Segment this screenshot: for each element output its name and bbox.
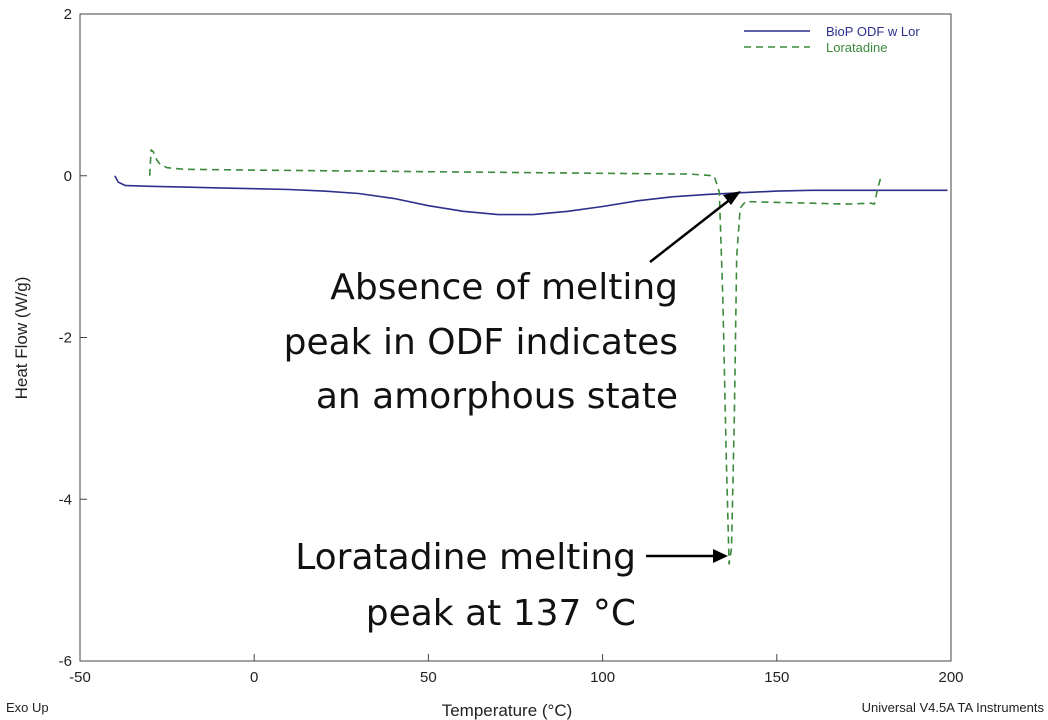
legend: BioP ODF w Lor Loratadine <box>744 24 920 55</box>
y-tick-label: -6 <box>59 653 72 670</box>
annotation-amorphous-line-2: peak in ODF indicates <box>284 322 678 363</box>
annotation-amorphous-arrow <box>649 197 733 263</box>
y-tick-label: 2 <box>64 6 72 23</box>
x-tick-label: 0 <box>250 669 258 686</box>
y-axis-ticks: 2 0 -2 -4 -6 <box>59 6 87 670</box>
footer-instrument: Universal V4.5A TA Instruments <box>862 700 1045 715</box>
annotation-melting: Loratadine melting peak at 137 °C <box>295 537 728 634</box>
x-tick-label: -50 <box>69 669 91 686</box>
y-tick-label: 0 <box>64 168 72 185</box>
y-tick-label: -2 <box>59 330 72 347</box>
series-line-biop-odf-w-lor <box>114 175 948 216</box>
legend-label-biop: BioP ODF w Lor <box>826 24 920 39</box>
x-tick-label: 100 <box>590 669 615 686</box>
footer-exo-up: Exo Up <box>6 700 49 715</box>
x-tick-label: 50 <box>420 669 437 686</box>
series-layer <box>114 149 948 565</box>
annotation-melting-line-2: peak at 137 °C <box>366 593 636 634</box>
x-axis-ticks: -50 0 50 100 150 200 <box>69 654 964 686</box>
annotation-amorphous-line-3: an amorphous state <box>316 376 678 417</box>
y-tick-label: -4 <box>59 491 72 508</box>
x-tick-label: 150 <box>764 669 789 686</box>
y-axis-label: Heat Flow (W/g) <box>12 277 31 400</box>
plot-area <box>79 13 952 662</box>
annotation-melting-line-1: Loratadine melting <box>295 537 636 578</box>
x-axis-label: Temperature (°C) <box>442 701 573 720</box>
legend-label-loratadine: Loratadine <box>826 40 887 55</box>
annotation-amorphous-line-1: Absence of melting <box>330 267 678 308</box>
annotation-amorphous-arrowhead <box>723 191 741 205</box>
x-tick-label: 200 <box>938 669 963 686</box>
annotation-melting-arrowhead <box>713 549 728 563</box>
annotation-amorphous: Absence of melting peak in ODF indicates… <box>284 191 741 417</box>
